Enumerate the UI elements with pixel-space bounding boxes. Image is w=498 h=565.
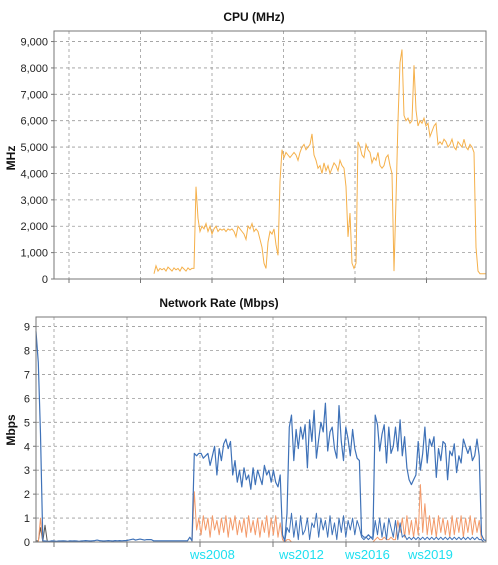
y-tick-label: 1,000 [20, 248, 48, 260]
plot-series [35, 331, 487, 543]
annotation-ws2019: ws2019 [407, 547, 453, 562]
y-tick-label: 6 [24, 393, 30, 405]
grid [36, 317, 486, 542]
y-tick-label: 4,000 [20, 168, 48, 180]
annotation-ws2016: ws2016 [344, 547, 390, 562]
y-tick-label: 2,000 [20, 221, 48, 233]
cpu-chart: CPU (MHz) MHz 0 1,000 2,000 3,000 4,000 5,000… [4, 10, 487, 286]
annotation-ws2012: ws2012 [278, 547, 324, 562]
plot-frame [35, 316, 487, 543]
y-tick-label: 2 [24, 489, 30, 501]
y-axis-label: Mbps [4, 414, 18, 446]
y-axis-ticks: 0 1,000 2,000 3,000 4,000 5,000 6,000 7,000 8,00… [20, 37, 427, 286]
y-tick-label: 9 [24, 322, 30, 334]
y-axis-ticks: 0 1 2 3 4 5 6 7 8 9 [24, 322, 420, 549]
y-tick-label: 6,000 [20, 116, 48, 128]
y-tick-label: 3,000 [20, 195, 48, 207]
series-line-cpu [153, 49, 486, 275]
y-tick-label: 4 [24, 441, 30, 453]
y-tick-label: 8 [24, 346, 30, 358]
grid [54, 31, 486, 279]
y-tick-label: 1 [24, 513, 30, 525]
y-tick-label: 5,000 [20, 142, 48, 154]
y-tick-label: 7,000 [20, 89, 48, 101]
series-line [36, 484, 486, 543]
y-tick-label: 3 [24, 465, 30, 477]
chart-title: CPU (MHz) [223, 10, 284, 24]
plot-series [54, 49, 486, 280]
y-axis-label: MHz [4, 146, 18, 171]
y-tick-label: 0 [24, 537, 30, 549]
y-tick-label: 8,000 [20, 63, 48, 75]
annotation-ws2008: ws2008 [189, 547, 235, 562]
plot-frame [53, 30, 487, 280]
y-tick-label: 9,000 [20, 37, 48, 49]
network-chart: Network Rate (Mbps) Mbps 0 1 2 3 4 5 6 7 8 9 ws20… [4, 296, 487, 562]
y-tick-label: 7 [24, 369, 30, 381]
chart-title: Network Rate (Mbps) [159, 296, 278, 310]
y-tick-label: 5 [24, 417, 30, 429]
series-line [35, 331, 487, 542]
y-tick-label: 0 [42, 274, 48, 286]
